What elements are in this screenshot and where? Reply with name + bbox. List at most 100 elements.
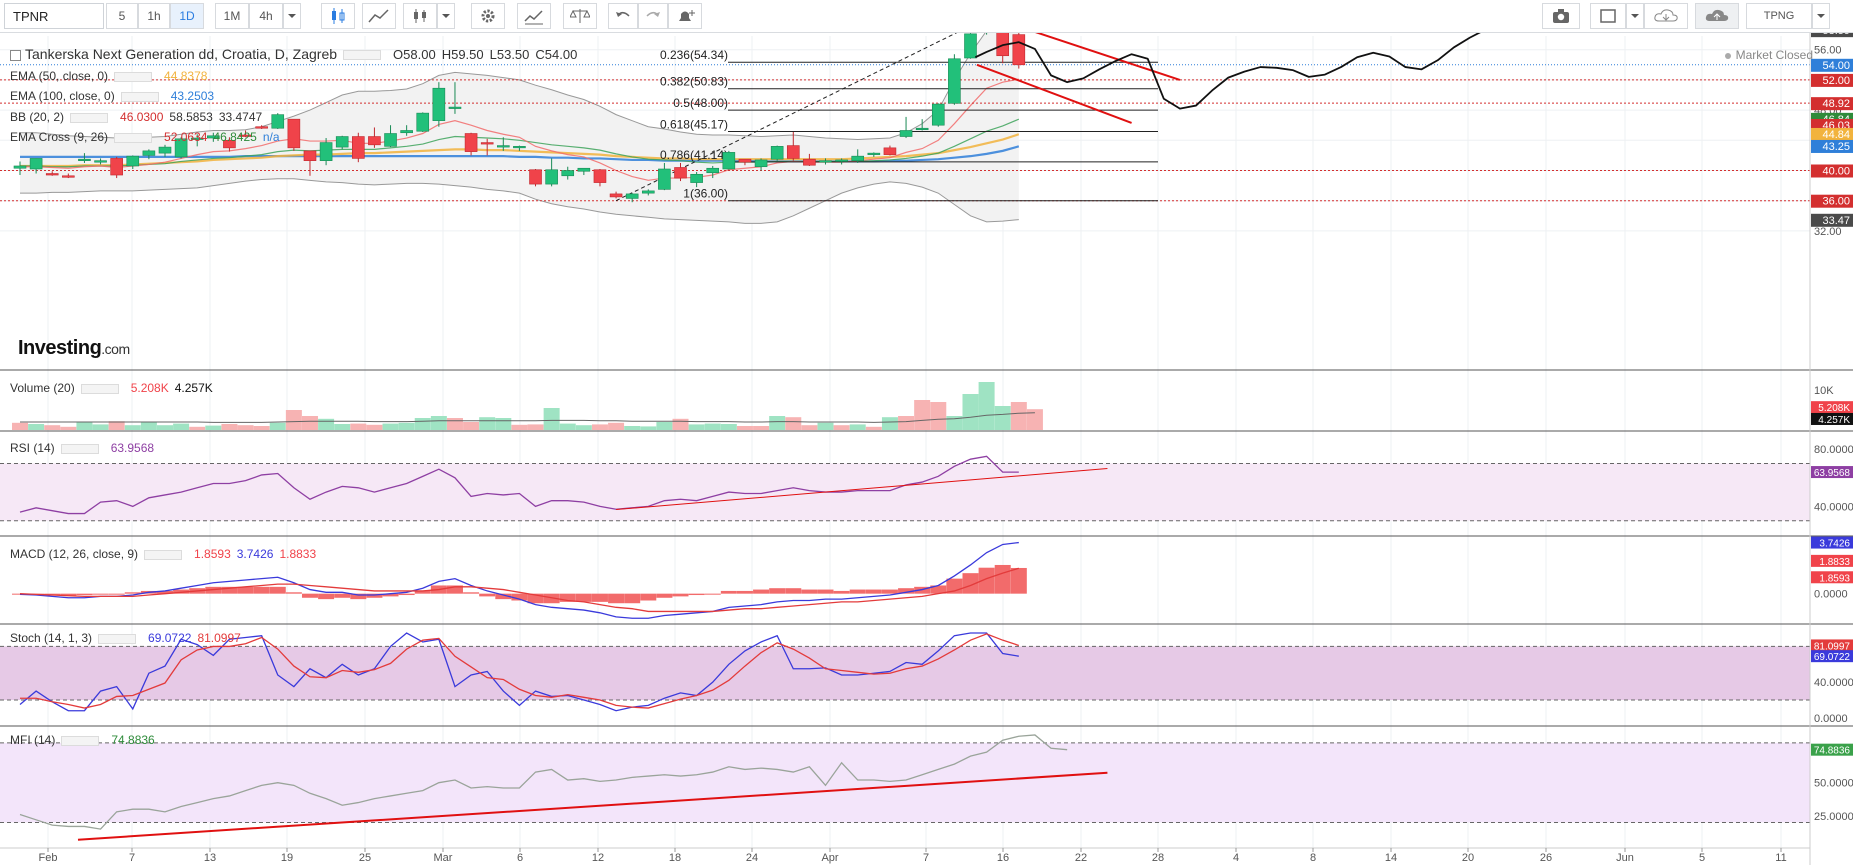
fib-level-label: 0.236(54.34) xyxy=(660,48,728,62)
legend-stoch[interactable]: Stoch (14, 1, 3) 69.0722 81.0997 xyxy=(10,630,241,646)
legend-bb[interactable]: BB (20, 2) 46.0300 58.5853 33.4747 xyxy=(10,109,262,125)
fib-level-label: 1(36.00) xyxy=(683,187,728,201)
legend-controls-icon[interactable] xyxy=(144,549,183,560)
collapse-icon[interactable] xyxy=(10,49,21,61)
volume-bar xyxy=(28,424,45,430)
legend-controls-icon[interactable] xyxy=(80,383,119,394)
volume-bar xyxy=(930,402,947,430)
candle xyxy=(899,130,913,137)
redo-icon xyxy=(646,12,660,17)
oscillator-badge xyxy=(1811,466,1853,479)
indicators-icon xyxy=(524,10,543,25)
price-badge xyxy=(1811,194,1853,208)
layout-button[interactable] xyxy=(1590,3,1626,29)
legend-controls-icon[interactable] xyxy=(60,443,99,454)
macd-histogram-bar xyxy=(334,593,351,598)
account-button[interactable]: TPNG xyxy=(1746,3,1812,29)
channel-trendline xyxy=(1035,33,1181,81)
legend-controls-icon[interactable] xyxy=(343,50,382,61)
bar-type-button[interactable] xyxy=(403,3,437,29)
oscillator-tick-label: 0.0000 xyxy=(1814,713,1848,725)
legend-emacross[interactable]: EMA Cross (9, 26) 52.0634 46.8425 n/a xyxy=(10,129,280,145)
interval-1d-button[interactable]: 1D xyxy=(170,3,204,29)
indicators-button[interactable] xyxy=(517,3,551,29)
oscillator-tick-label: 50.0000 xyxy=(1814,778,1853,790)
cloud-load-button[interactable] xyxy=(1695,3,1739,29)
candle xyxy=(1012,34,1026,66)
legend-rsi[interactable]: RSI (14) 63.9568 xyxy=(10,440,154,456)
macd-histogram-bar xyxy=(366,593,383,598)
chart-canvas[interactable]: 0(60.00)0.236(54.34)0.382(50.83)0.5(48.0… xyxy=(0,33,1853,865)
screenshot-button[interactable] xyxy=(1542,3,1580,29)
macd-histogram-bar xyxy=(881,589,898,594)
candle xyxy=(13,165,27,169)
candlestick-type-button[interactable] xyxy=(321,3,355,29)
macd-histogram-bar xyxy=(591,593,608,602)
legend-volume[interactable]: Volume (20) 5.208K 4.257K xyxy=(10,380,213,396)
oscillator-badge xyxy=(1811,639,1853,652)
candle xyxy=(625,193,639,199)
oscillator-tick-label: 40.0000 xyxy=(1814,677,1853,689)
ohlc-high: H59.50 xyxy=(441,47,484,62)
volume-bar xyxy=(173,423,190,430)
bar-type-dropdown[interactable] xyxy=(437,3,455,29)
time-axis-label: 7 xyxy=(129,852,135,864)
time-axis-label: 8 xyxy=(1310,852,1316,864)
settings-button[interactable] xyxy=(471,3,505,29)
macd-pane xyxy=(12,541,1027,619)
macd-histogram-bar xyxy=(495,593,512,600)
fib-level-label: 0.5(48.00) xyxy=(673,96,728,110)
legend-ema50[interactable]: EMA (50, close, 0) 44.8378 xyxy=(10,68,207,84)
account-dropdown[interactable] xyxy=(1812,3,1830,29)
candle xyxy=(738,158,752,163)
legend-ema100[interactable]: EMA (100, close, 0) 43.2503 xyxy=(10,88,214,104)
interval-1m-button[interactable]: 1M xyxy=(215,3,249,29)
interval-dropdown-button[interactable] xyxy=(283,3,301,29)
volume-bar xyxy=(511,424,528,430)
volume-bar xyxy=(76,422,93,430)
interval-5-button[interactable]: 5 xyxy=(106,3,138,29)
volume-bar xyxy=(962,394,979,430)
layout-dropdown[interactable] xyxy=(1626,3,1644,29)
redo-button[interactable] xyxy=(638,3,668,29)
alert-button[interactable] xyxy=(668,3,702,29)
cloud-save-button[interactable] xyxy=(1644,3,1688,29)
legend-mfi[interactable]: MFI (14) 74.8836 xyxy=(10,732,155,748)
legend-emacross-slow: 46.8425 xyxy=(213,130,257,144)
volume-bar xyxy=(656,422,673,430)
fib-level-label: 0.786(41.14) xyxy=(660,148,728,162)
stoch-d-line xyxy=(20,633,1020,709)
legend-controls-icon[interactable] xyxy=(98,633,137,644)
legend-controls-icon[interactable] xyxy=(61,735,100,746)
volume-bar xyxy=(44,425,61,430)
macd-histogram-bar xyxy=(672,593,689,597)
time-axis-label: 13 xyxy=(204,852,216,864)
legend-macd[interactable]: MACD (12, 26, close, 9) 1.8593 3.7426 1.883… xyxy=(10,546,316,562)
volume-bar xyxy=(350,423,367,430)
legend-ema50-value: 44.8378 xyxy=(164,69,208,83)
legend-controls-icon[interactable] xyxy=(70,112,109,123)
candle xyxy=(706,167,720,174)
legend-controls-icon[interactable] xyxy=(120,91,159,102)
volume-bar xyxy=(1026,409,1043,430)
legend-controls-icon[interactable] xyxy=(114,132,153,143)
symbol-search-input[interactable] xyxy=(4,3,104,29)
macd-tick-label: 0.0000 xyxy=(1814,589,1848,601)
time-axis-label: Apr xyxy=(821,852,838,864)
legend-emacross-label: EMA Cross (9, 26) xyxy=(10,130,109,144)
candle xyxy=(29,158,43,170)
interval-1h-button[interactable]: 1h xyxy=(138,3,170,29)
price-badge-label: 40.00 xyxy=(1822,166,1850,178)
candle xyxy=(851,155,865,161)
legend-macd-line: 3.7426 xyxy=(236,547,274,561)
undo-button[interactable] xyxy=(608,3,638,29)
ohlc-open: O58.00 xyxy=(393,47,436,62)
macd-histogram-bar xyxy=(994,564,1011,594)
legend-macd-signal: 1.8833 xyxy=(279,547,317,561)
price-pane[interactable]: 0(60.00)0.236(54.34)0.382(50.83)0.5(48.0… xyxy=(0,33,1810,224)
interval-4h-button[interactable]: 4h xyxy=(249,3,283,29)
line-chart-button[interactable] xyxy=(362,3,396,29)
compare-button[interactable] xyxy=(563,3,597,29)
legend-controls-icon[interactable] xyxy=(114,71,153,82)
legend-stoch-k: 69.0722 xyxy=(148,631,192,645)
